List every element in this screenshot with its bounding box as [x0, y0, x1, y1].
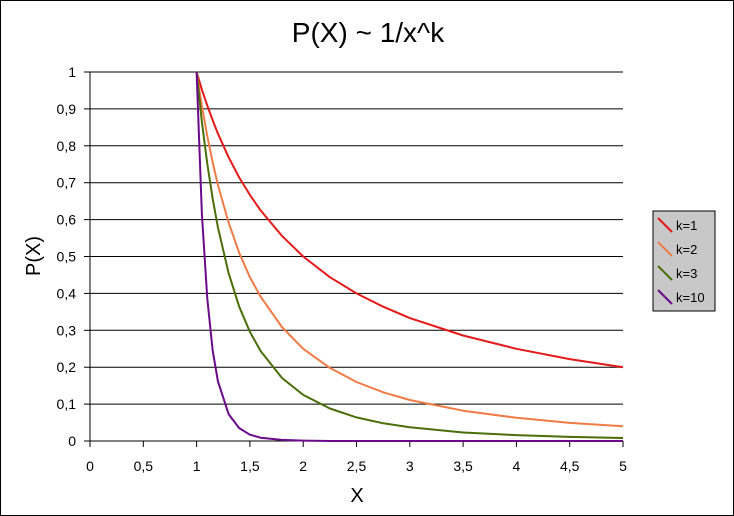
x-tick-label: 3	[406, 458, 414, 474]
y-tick-labels: 0 0,1 0,2 0,3 0,4 0,5 0,6 0,7 0,8 0,9 1	[57, 64, 77, 449]
y-tick-label: 0,8	[57, 138, 77, 154]
y-axis-label: P(X)	[23, 236, 45, 276]
legend-swatch	[657, 265, 673, 281]
y-tick-label: 0,9	[57, 101, 77, 117]
series-line-k=2	[195, 71, 624, 428]
legend-label: k=3	[676, 266, 697, 281]
y-tick-label: 0	[68, 433, 76, 449]
y-tick-label: 0,1	[57, 396, 77, 412]
y-tick-label: 0,6	[57, 212, 77, 228]
x-tick-label: 0	[86, 458, 94, 474]
legend-label: k=2	[676, 242, 697, 257]
legend-label: k=10	[676, 290, 705, 305]
legend: k=1 k=2 k=3 k=10	[652, 210, 716, 312]
x-tick-label: 4	[513, 458, 521, 474]
x-tick-label: 0,5	[134, 458, 154, 474]
x-tick-label: 2,5	[347, 458, 367, 474]
x-tick-label: 4,5	[560, 458, 580, 474]
legend-label: k=1	[676, 218, 697, 233]
x-tick-label: 1	[193, 458, 201, 474]
y-tick-label: 0,7	[57, 175, 77, 191]
x-axis-label: X	[350, 485, 363, 507]
x-tick-label: 5	[619, 458, 627, 474]
y-tick-label: 0,3	[57, 322, 77, 338]
series-line-k=3	[195, 71, 624, 439]
chart-title: P(X) ~ 1/x^k	[292, 17, 445, 48]
legend-swatch	[657, 217, 673, 233]
gridlines	[84, 71, 624, 447]
y-tick-label: 1	[68, 64, 76, 80]
y-tick-label: 0,2	[57, 359, 77, 375]
series-line-k=10	[195, 71, 623, 442]
y-tick-label: 0,4	[57, 285, 77, 301]
legend-swatch	[657, 289, 673, 305]
series-lines	[195, 71, 624, 442]
x-tick-label: 2	[299, 458, 307, 474]
x-tick-label: 3,5	[453, 458, 473, 474]
series-line-k=1	[195, 71, 624, 369]
y-tick-label: 0,5	[57, 249, 77, 265]
legend-swatch	[657, 241, 673, 257]
x-tick-label: 1,5	[240, 458, 260, 474]
x-tick-labels: 0 0,5 1 1,5 2 2,5 3 3,5 4 4,5 5	[86, 458, 627, 474]
